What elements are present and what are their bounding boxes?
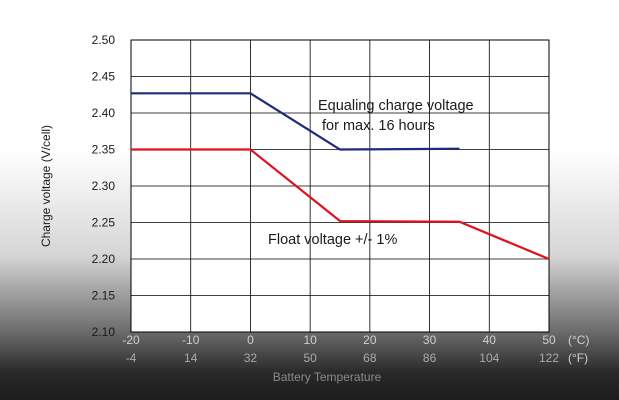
x-tick-label-celsius: 20 — [363, 333, 377, 347]
x-axis-title: Battery Temperature — [273, 370, 382, 384]
x-tick-label-celsius: 0 — [247, 333, 254, 347]
x-tick-label-fahrenheit: 14 — [184, 351, 198, 365]
x-tick-label-fahrenheit: 50 — [303, 351, 317, 365]
y-tick-label: 2.35 — [92, 143, 116, 157]
y-tick-label: 2.30 — [92, 179, 116, 193]
y-tick-labels: 2.10 2.15 2.20 2.25 2.30 2.35 2.40 2.45 2.50 — [92, 33, 116, 339]
series-lines — [131, 92, 550, 261]
x-unit-fahrenheit: (°F) — [568, 351, 588, 365]
x-tick-label-celsius: -20 — [122, 333, 140, 347]
x-tick-label-fahrenheit: 122 — [539, 351, 559, 365]
y-tick-label: 2.25 — [92, 216, 116, 230]
y-axis-title: Charge voltage (V/cell) — [39, 125, 53, 247]
y-tick-label: 2.20 — [92, 252, 116, 266]
series-line-equaling — [131, 92, 460, 151]
x-tick-label-celsius: 40 — [483, 333, 497, 347]
x-unit-celsius: (°C) — [568, 333, 589, 347]
y-tick-label: 2.10 — [92, 325, 116, 339]
x-tick-label-celsius: 30 — [423, 333, 437, 347]
x-tick-label-fahrenheit: 68 — [363, 351, 377, 365]
x-tick-label-fahrenheit: 104 — [479, 351, 499, 365]
x-tick-label-fahrenheit: -4 — [126, 351, 137, 365]
x-tick-label-celsius: 10 — [303, 333, 317, 347]
x-tick-label-fahrenheit: 32 — [244, 351, 258, 365]
y-tick-label: 2.50 — [92, 33, 116, 47]
x-tick-label-fahrenheit: 86 — [423, 351, 437, 365]
y-tick-label: 2.15 — [92, 289, 116, 303]
grid-lines — [131, 40, 549, 332]
annotation-equaling-line2: for max. 16 hours — [322, 118, 435, 134]
y-tick-label: 2.40 — [92, 106, 116, 120]
annotation-equaling-line1: Equaling charge voltage — [318, 98, 474, 114]
annotation-float: Float voltage +/- 1% — [268, 232, 397, 248]
series-line-float — [131, 148, 550, 261]
x-tick-labels: -20 -4 -10 14 0 32 10 50 20 68 30 86 40 104 50 122 — [122, 333, 559, 365]
y-tick-label: 2.45 — [92, 70, 116, 84]
x-tick-label-celsius: -10 — [182, 333, 200, 347]
x-tick-label-celsius: 50 — [542, 333, 556, 347]
